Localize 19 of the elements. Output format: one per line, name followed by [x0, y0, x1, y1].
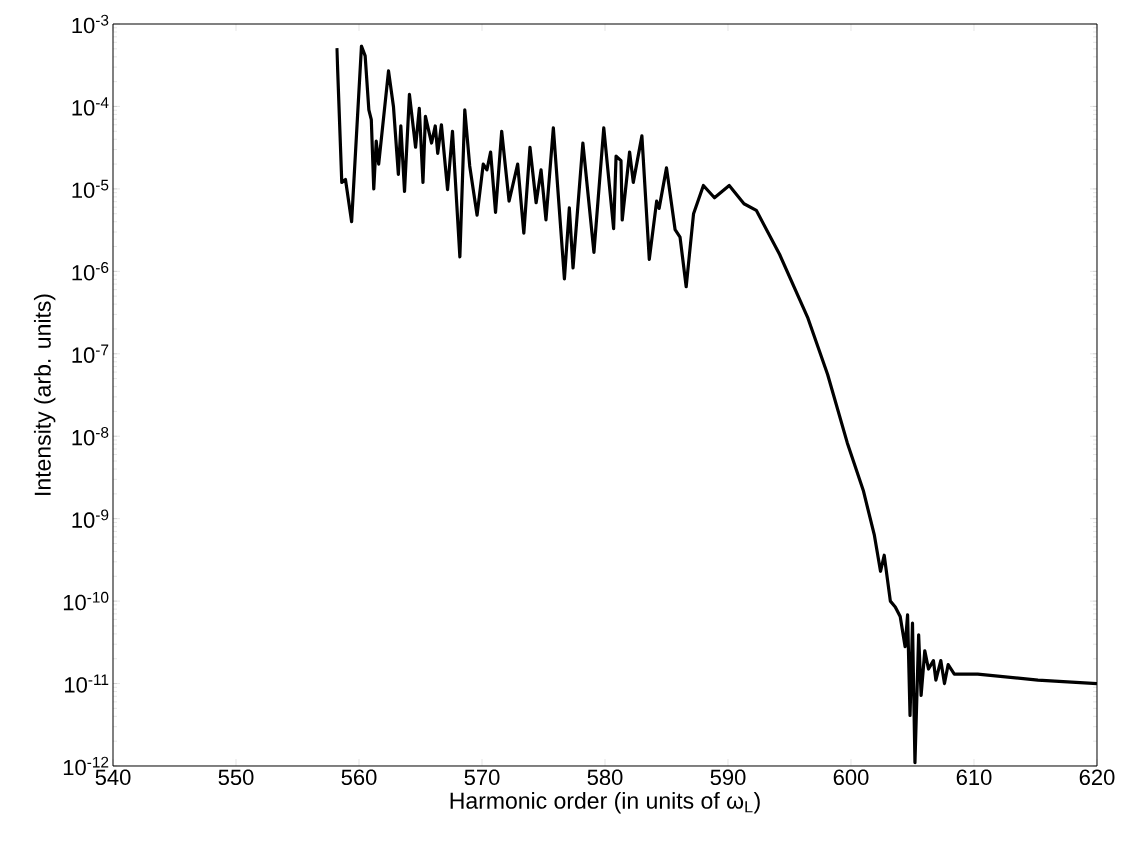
y-tick-label: 10$^{-6}$ — [72, 262, 109, 281]
x-tick-label: 580 — [587, 769, 623, 786]
y-tick-label: 10$^{-4}$ — [72, 97, 109, 116]
y-tick-label: 10$^{-3}$ — [72, 14, 109, 34]
x-tick-label: 610 — [956, 769, 992, 786]
x-tick-label: 590 — [710, 769, 746, 786]
x-axis-title: Harmonic order (in units of ω$_{L}$) — [450, 791, 760, 814]
y-tick-label: 10$^{-9}$ — [72, 509, 109, 528]
x-tick-label: 550 — [218, 769, 254, 786]
y-tick-label: 10$^{-10}$ — [63, 591, 109, 611]
y-tick-label: 10$^{-5}$ — [72, 179, 109, 199]
y-tick-label: 10$^{-11}$ — [65, 674, 109, 693]
x-tick-label: 570 — [464, 769, 500, 786]
x-tick-label: 600 — [833, 769, 869, 786]
y-tick-label: 10$^{-8}$ — [72, 426, 109, 446]
y-tick-label: 10$^{-7}$ — [72, 344, 109, 363]
x-tick-label: 620 — [1079, 769, 1115, 786]
x-tick-label: 560 — [341, 769, 377, 786]
y-axis-title: Intensity (arb. units) — [33, 294, 56, 495]
